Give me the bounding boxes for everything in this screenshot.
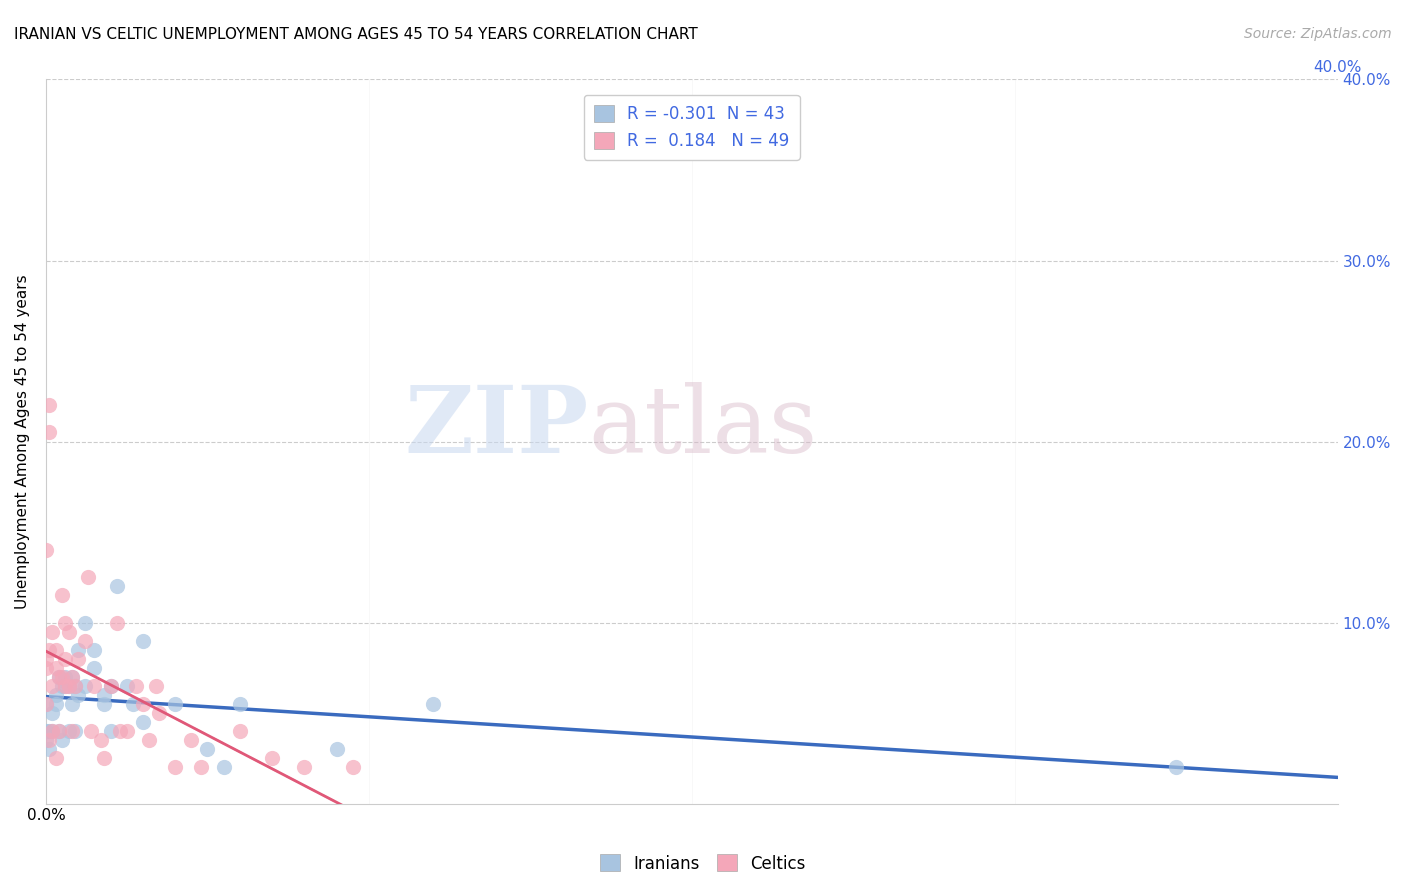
Point [41, 706, 63, 720]
Point [45, 688, 67, 702]
Point [100, 679, 122, 693]
Point [38, 642, 60, 657]
Point [60, 670, 83, 684]
Point [132, 697, 155, 711]
Point [35, 543, 58, 558]
Point [53, 679, 76, 693]
Point [58, 679, 80, 693]
Point [35, 697, 58, 711]
Point [38, 733, 60, 747]
Point [48, 724, 70, 739]
Point [58, 624, 80, 639]
Point [53, 615, 76, 630]
Point [73, 633, 96, 648]
Point [325, 742, 347, 756]
Point [67, 652, 90, 666]
Point [38, 724, 60, 739]
Point [45, 642, 67, 657]
Point [60, 670, 83, 684]
Point [41, 724, 63, 739]
Point [35, 724, 58, 739]
Point [90, 733, 112, 747]
Text: atlas: atlas [589, 382, 818, 472]
Point [105, 615, 128, 630]
Point [35, 652, 58, 666]
Point [83, 679, 105, 693]
Point [53, 679, 76, 693]
Point [60, 697, 83, 711]
Point [260, 751, 283, 765]
Point [1166, 760, 1188, 774]
Point [48, 670, 70, 684]
Point [41, 724, 63, 739]
Point [35, 661, 58, 675]
Point [80, 724, 103, 739]
Text: Source: ZipAtlas.com: Source: ZipAtlas.com [1244, 27, 1392, 41]
Point [132, 715, 155, 730]
Point [51, 733, 73, 747]
Point [122, 697, 145, 711]
Point [73, 615, 96, 630]
Point [165, 697, 187, 711]
Point [63, 679, 86, 693]
Point [63, 724, 86, 739]
Point [58, 679, 80, 693]
Point [38, 425, 60, 440]
Point [48, 724, 70, 739]
Point [83, 642, 105, 657]
Point [100, 724, 122, 739]
Point [67, 642, 90, 657]
Point [105, 579, 128, 593]
Point [73, 679, 96, 693]
Y-axis label: Unemployment Among Ages 45 to 54 years: Unemployment Among Ages 45 to 54 years [15, 274, 30, 609]
Point [228, 724, 250, 739]
Point [132, 633, 155, 648]
Point [48, 670, 70, 684]
Point [125, 679, 148, 693]
Point [83, 661, 105, 675]
Point [53, 652, 76, 666]
Point [41, 679, 63, 693]
Point [115, 724, 138, 739]
Point [212, 760, 235, 774]
Point [41, 624, 63, 639]
Point [35, 733, 58, 747]
Point [190, 760, 212, 774]
Point [58, 724, 80, 739]
Point [51, 670, 73, 684]
Point [197, 742, 219, 756]
Point [38, 398, 60, 412]
Point [45, 697, 67, 711]
Point [35, 697, 58, 711]
Point [145, 679, 167, 693]
Point [93, 751, 115, 765]
Point [93, 697, 115, 711]
Point [93, 688, 115, 702]
Point [67, 688, 90, 702]
Point [45, 751, 67, 765]
Point [45, 661, 67, 675]
Point [342, 760, 364, 774]
Point [148, 706, 170, 720]
Legend: R = -0.301  N = 43, R =  0.184   N = 49: R = -0.301 N = 43, R = 0.184 N = 49 [583, 95, 800, 160]
Point [77, 570, 100, 584]
Point [228, 697, 250, 711]
Point [100, 679, 122, 693]
Point [53, 670, 76, 684]
Point [110, 724, 132, 739]
Point [165, 760, 187, 774]
Point [115, 679, 138, 693]
Point [63, 679, 86, 693]
Point [38, 742, 60, 756]
Point [422, 697, 444, 711]
Legend: Iranians, Celtics: Iranians, Celtics [593, 847, 813, 880]
Point [60, 724, 83, 739]
Text: IRANIAN VS CELTIC UNEMPLOYMENT AMONG AGES 45 TO 54 YEARS CORRELATION CHART: IRANIAN VS CELTIC UNEMPLOYMENT AMONG AGE… [14, 27, 697, 42]
Point [180, 733, 202, 747]
Point [51, 589, 73, 603]
Point [138, 733, 160, 747]
Point [292, 760, 315, 774]
Text: ZIP: ZIP [404, 382, 589, 472]
Point [51, 679, 73, 693]
